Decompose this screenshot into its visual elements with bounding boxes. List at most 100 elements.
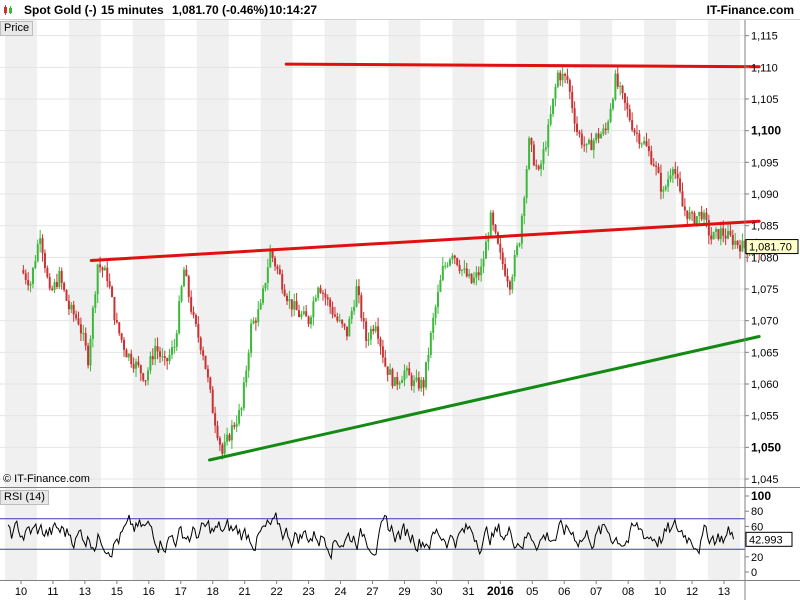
- resistance-upper-trendline: [284, 62, 761, 69]
- price-candle-body: [698, 211, 701, 217]
- price-candle-body: [75, 314, 78, 319]
- candlestick-icon: [4, 5, 12, 15]
- date-tick-label: 13: [79, 586, 91, 598]
- price-candle-body: [29, 283, 32, 286]
- price-candle-body: [520, 216, 523, 244]
- price-candle-body: [508, 281, 511, 290]
- price-candle-body: [573, 108, 576, 124]
- price-candle-body: [643, 141, 646, 144]
- price-candle-body: [640, 143, 643, 145]
- price-candle-body: [55, 282, 58, 287]
- brand-label: IT-Finance.com: [706, 3, 794, 17]
- price-candle-body: [647, 146, 650, 152]
- price-candle-body: [705, 212, 708, 220]
- price-candle-body: [722, 228, 725, 236]
- price-candle-body: [422, 379, 425, 388]
- price-candle-body: [106, 267, 109, 282]
- date-tick-label: 24: [334, 586, 346, 598]
- price-candle-body: [403, 370, 406, 381]
- day-stripe: [580, 20, 613, 487]
- price-candle-body: [614, 73, 617, 100]
- date-tick-label: 27: [366, 586, 378, 598]
- price-candle-body: [271, 249, 274, 258]
- quote-label: 1,081.70 (-0.46%): [172, 3, 269, 17]
- rsi-tick-label: 20: [751, 552, 763, 564]
- price-candle-body: [616, 73, 619, 87]
- price-candle-body: [623, 93, 626, 103]
- price-candle-body: [226, 434, 229, 442]
- price-candle-body: [384, 357, 387, 367]
- price-candle-body: [132, 364, 135, 369]
- support-trendline: [208, 335, 761, 462]
- price-candle-body: [331, 306, 334, 315]
- price-tick-label: 1,085: [751, 221, 779, 233]
- price-candle-body: [39, 238, 42, 244]
- price-candle-body: [53, 282, 56, 290]
- price-candle-body: [151, 356, 154, 360]
- price-candle-body: [362, 318, 365, 322]
- price-candle-body: [274, 257, 277, 267]
- price-candle-body: [719, 228, 722, 240]
- price-candle-body: [247, 352, 250, 371]
- price-candle-body: [214, 413, 217, 426]
- price-candle-body: [626, 102, 629, 110]
- price-candle-body: [489, 212, 492, 238]
- price-candle-body: [353, 306, 356, 312]
- price-candle-body: [115, 320, 118, 323]
- time-label: 10:14:27: [269, 3, 318, 17]
- price-candle-body: [516, 245, 519, 255]
- price-candle-body: [266, 267, 269, 284]
- trend-lines: [89, 62, 761, 462]
- price-candle-body: [51, 288, 54, 290]
- date-tick-label: 06: [558, 586, 570, 598]
- price-candle-body: [230, 425, 233, 441]
- price-candle-body: [170, 347, 173, 355]
- price-candle-body: [518, 243, 521, 246]
- interval-label: 15 minutes: [101, 3, 164, 17]
- price-candle-body: [700, 211, 703, 220]
- price-candle-body: [405, 368, 408, 371]
- price-candle-body: [456, 257, 459, 266]
- rsi-line: [7, 512, 735, 561]
- price-candle-body: [283, 289, 286, 296]
- last-price-tag: 1,081.70: [749, 242, 792, 254]
- price-tick-label: 1,070: [751, 316, 779, 328]
- price-candle-body: [448, 259, 451, 266]
- price-panel-label: Price: [0, 21, 34, 36]
- price-candle-body: [549, 113, 552, 125]
- date-tick-label: 21: [239, 586, 251, 598]
- day-stripe: [5, 20, 37, 487]
- price-candle-body: [437, 291, 440, 308]
- price-candle-body: [84, 333, 87, 346]
- day-stripe: [68, 488, 101, 580]
- price-candle-body: [264, 283, 267, 289]
- price-candle-body: [482, 258, 485, 267]
- price-candle-body: [281, 274, 284, 290]
- price-candle-body: [79, 324, 82, 334]
- date-tick-label: 31: [462, 586, 474, 598]
- price-candle-body: [163, 356, 166, 359]
- price-candle-body: [453, 255, 456, 258]
- price-candle-body: [24, 273, 27, 280]
- price-candle-body: [336, 316, 339, 321]
- price-candle-body: [588, 139, 591, 144]
- price-candle-body: [228, 434, 231, 441]
- price-candle-body: [547, 124, 550, 148]
- price-candle-body: [379, 338, 382, 347]
- price-candle-body: [319, 287, 322, 293]
- date-axis: 10 11 13 15 16 17 18 21 22 23 24 27 29 30 31 2016 05 06 07…: [15, 580, 730, 598]
- price-candle-body: [727, 230, 730, 239]
- rsi-value-tag: 42.993: [749, 534, 783, 546]
- price-candle-body: [597, 133, 600, 139]
- rsi-plot: [7, 512, 735, 561]
- price-candle-body: [739, 244, 741, 252]
- price-tick-label: 1,050: [751, 440, 781, 454]
- price-candle-body: [298, 310, 300, 317]
- price-candle-body: [413, 380, 416, 386]
- price-candle-body: [592, 140, 595, 151]
- copyright-label: © IT-Finance.com: [3, 473, 90, 485]
- price-candle-body: [290, 299, 293, 310]
- price-candle-body: [262, 288, 265, 303]
- price-candle-body: [432, 317, 435, 333]
